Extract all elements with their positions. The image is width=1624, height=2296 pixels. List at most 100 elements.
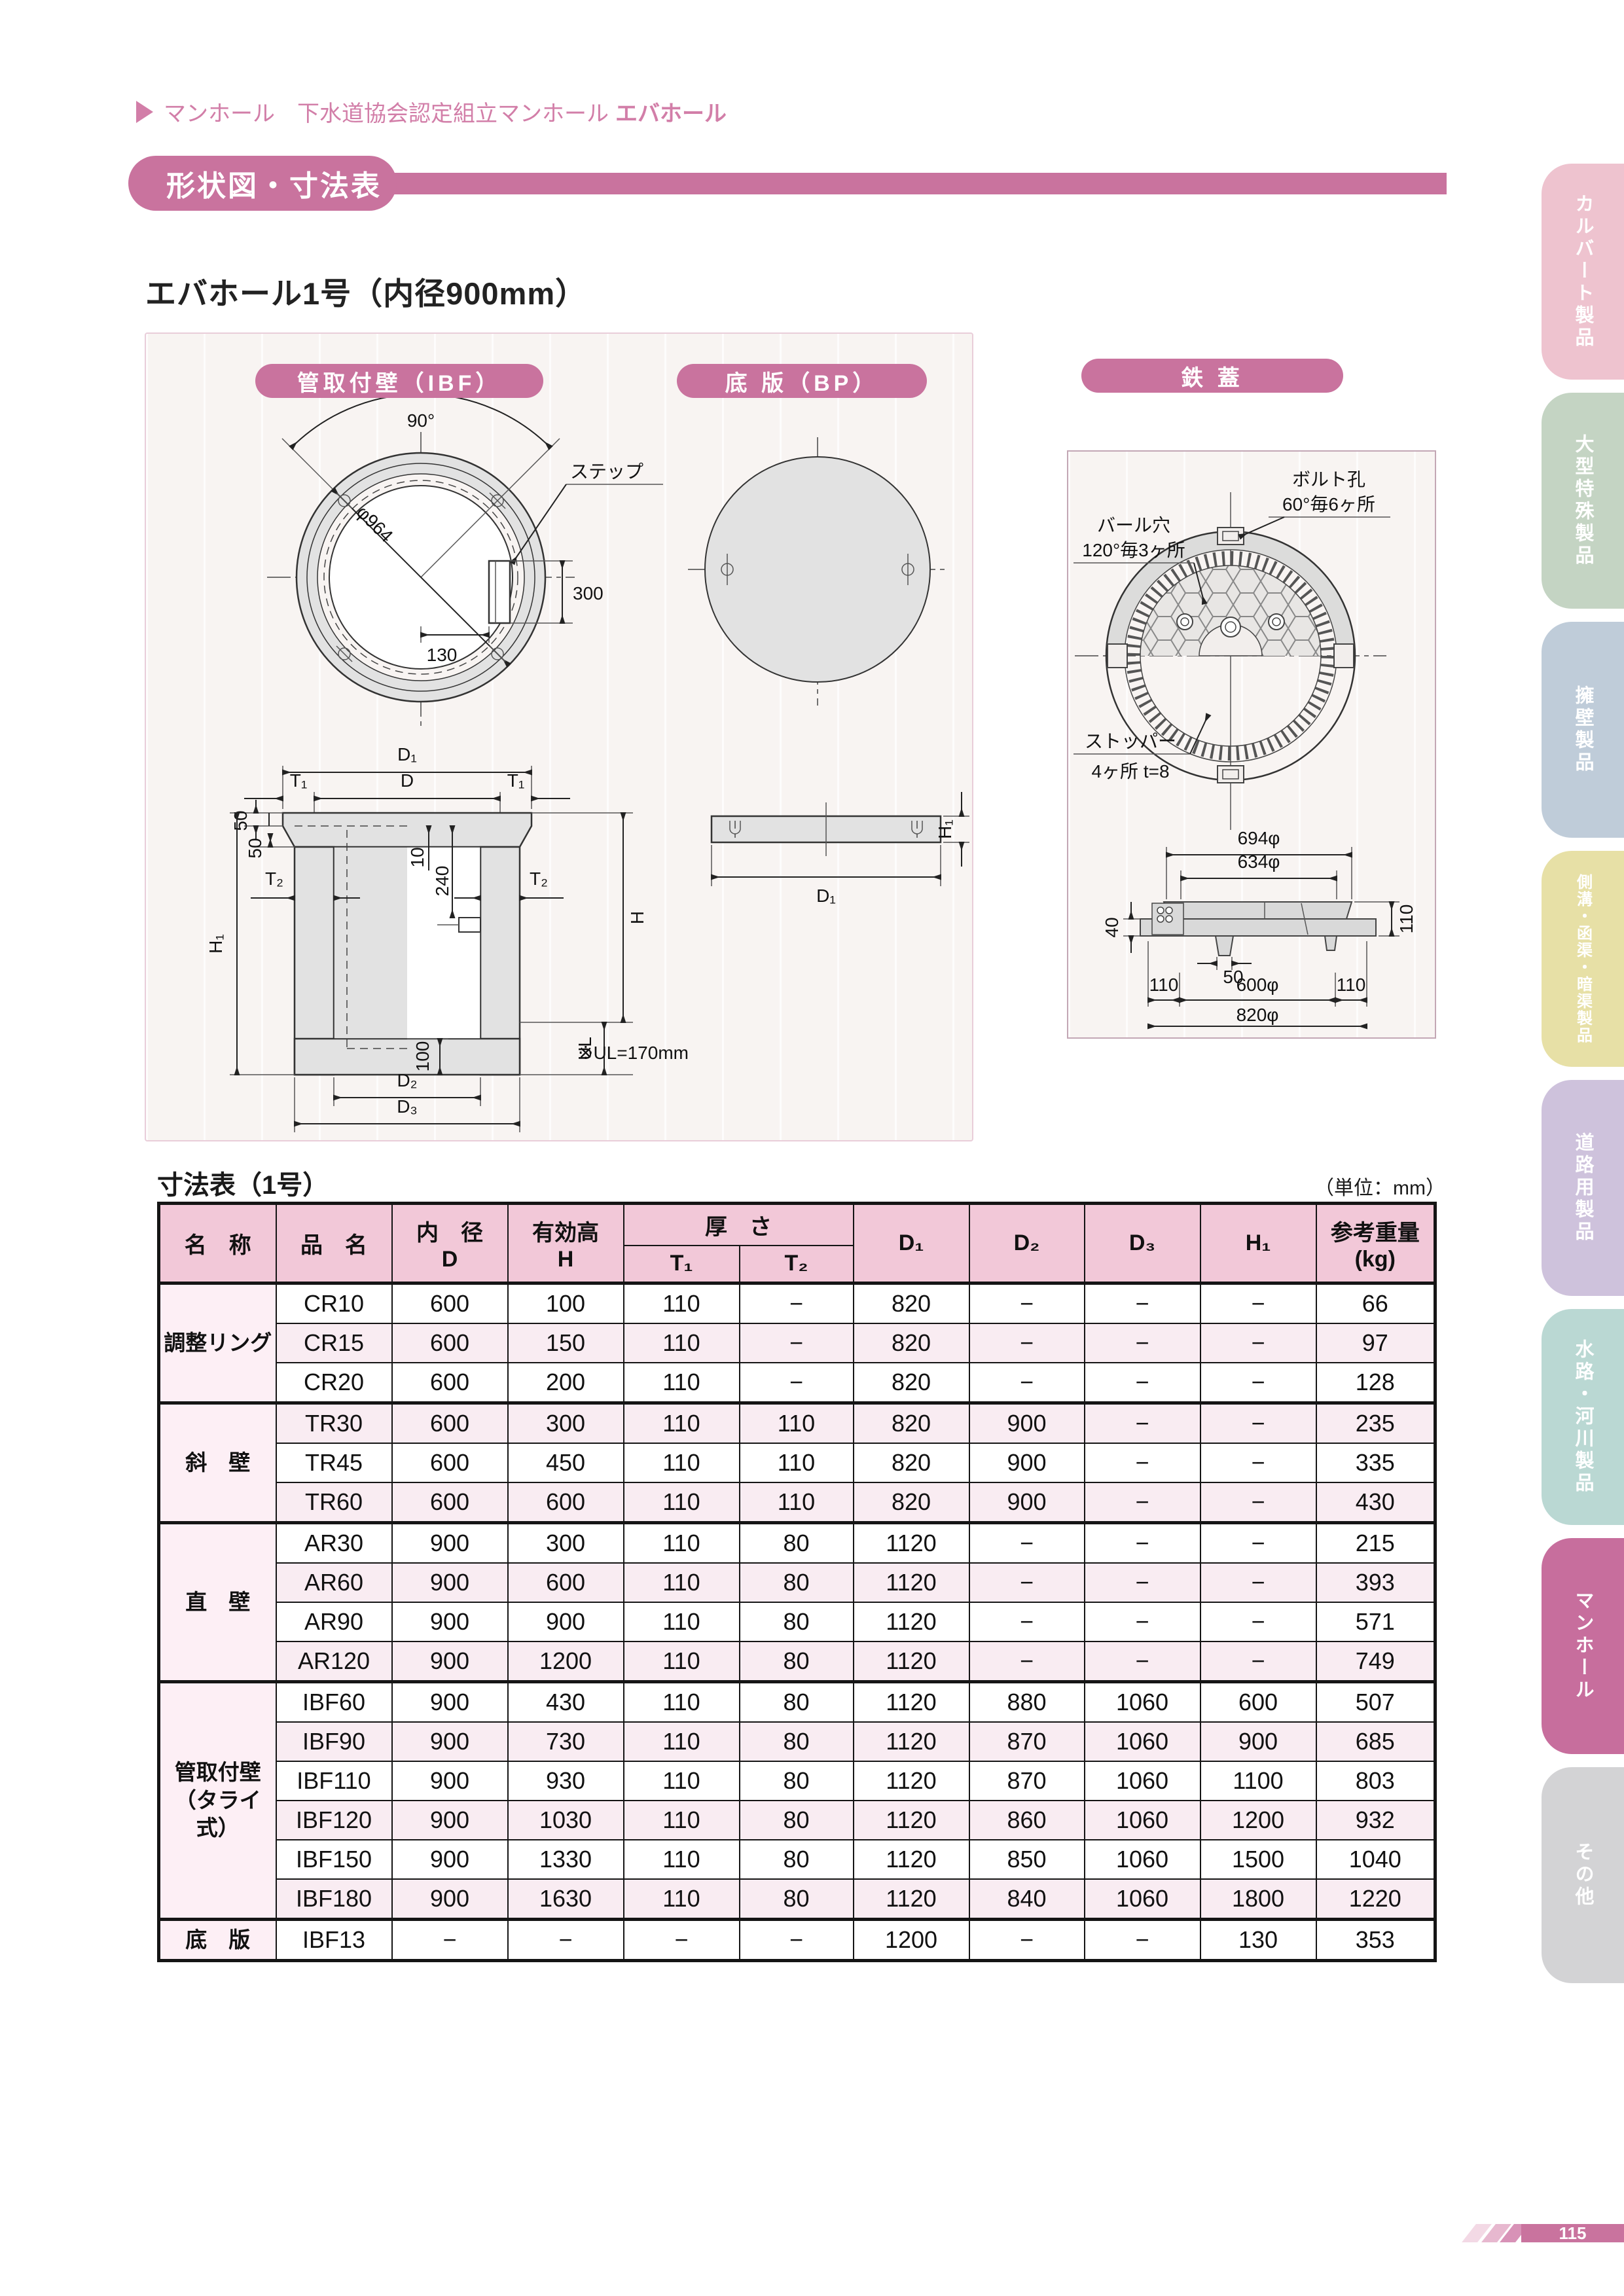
bp-plan-drawing	[688, 437, 947, 706]
value-cell: −	[1199, 1401, 1317, 1444]
value-cell: 110	[623, 1323, 740, 1363]
table-row: IBF120 900 1030 110 80 1120 860 1060 1200 932	[159, 1800, 1436, 1840]
cover-dim-110-side: 110	[1396, 905, 1416, 934]
ibf-section-drawing: D₁ D T₁ T₁	[206, 744, 689, 1132]
table-row: 斜 壁 TR30 600 300 110 110 820 900− −235	[158, 1401, 1436, 1524]
value-cell: 870	[968, 1761, 1085, 1801]
value-cell: 600	[507, 1562, 624, 1603]
value-cell: 110	[623, 1362, 740, 1404]
product-code-cell: IBF110	[275, 1761, 393, 1801]
value-cell: −	[968, 1562, 1085, 1603]
value-cell: −	[738, 1323, 854, 1363]
banner-bp: 底 版（BP）	[677, 364, 927, 398]
section-d-label: D	[401, 770, 414, 791]
value-cell: 900	[391, 1602, 509, 1642]
col-header-d2: D₂	[968, 1202, 1085, 1284]
section-h1-label: H₁	[206, 934, 226, 954]
value-cell: −	[1083, 1362, 1201, 1404]
page-number: 115	[1559, 2223, 1587, 2243]
value-cell: 300	[507, 1521, 624, 1564]
bp-side-drawing: D₁ H₁	[710, 792, 969, 906]
cover-dim-600: 600φ	[1236, 975, 1279, 995]
sidebar-tab-label: 大型特殊製品	[1572, 434, 1593, 567]
product-code-cell: TR60	[275, 1482, 393, 1524]
cover-bolt-hole-label: ボルト孔	[1292, 469, 1365, 490]
value-cell: 600	[391, 1482, 509, 1524]
sidebar-tab-1[interactable]: カルバート製品	[1542, 164, 1624, 380]
value-cell: −	[738, 1282, 854, 1324]
cover-drawing: ボルト孔 60°毎6ヶ所 バール穴 120°毎3ヶ所 ストッパー 4ヶ所 t=8	[1074, 469, 1416, 1030]
page-title: エバホール1号（内径900mm）	[145, 276, 587, 311]
value-cell: 803	[1315, 1761, 1436, 1801]
value-cell: −	[968, 1323, 1085, 1363]
sidebar-tab-label: 擁壁製品	[1572, 685, 1593, 774]
value-cell: 110	[623, 1282, 740, 1324]
cover-bar-hole-detail: 120°毎3ヶ所	[1082, 540, 1185, 560]
product-code-cell: TR45	[275, 1443, 393, 1483]
sidebar-tab-6[interactable]: 水路・河川製品	[1542, 1309, 1624, 1525]
value-cell: 80	[738, 1641, 854, 1683]
section-d3-label: D₃	[397, 1096, 418, 1117]
value-cell: 1220	[1315, 1878, 1436, 1920]
section-ul-note: ※UL=170mm	[578, 1043, 689, 1063]
sidebar-tab-label: 側溝・函渠・暗渠製品	[1574, 874, 1592, 1044]
value-cell: 80	[738, 1680, 854, 1723]
sidebar-tab-4[interactable]: 側溝・函渠・暗渠製品	[1542, 851, 1624, 1067]
value-cell: 110	[623, 1641, 740, 1683]
value-cell: 128	[1315, 1362, 1436, 1404]
product-code-cell: CR15	[275, 1323, 393, 1363]
table-row: TR60 600 600 110 110 820 900− −430	[159, 1482, 1436, 1524]
value-cell: −	[738, 1362, 854, 1404]
col-header-product: 品 名	[275, 1202, 393, 1284]
value-cell: 130	[1199, 1918, 1317, 1962]
value-cell: 880	[968, 1680, 1085, 1723]
value-cell: −	[738, 1918, 854, 1962]
value-cell: 110	[623, 1443, 740, 1483]
sidebar-tab-5[interactable]: 道路用製品	[1542, 1080, 1624, 1296]
product-code-cell: IBF13	[275, 1918, 393, 1962]
col-header-thickness: 厚 さ	[623, 1202, 854, 1246]
value-cell: 1120	[852, 1641, 970, 1683]
cover-dim-40: 40	[1102, 917, 1122, 937]
value-cell: −	[968, 1602, 1085, 1642]
col-header-d3: D₃	[1083, 1202, 1201, 1284]
section-t2-right: T₂	[530, 869, 548, 889]
sidebar-tab-7[interactable]: マンホール	[1542, 1538, 1624, 1754]
banner-ibf: 管取付壁（IBF）	[255, 364, 543, 398]
value-cell: 1060	[1083, 1839, 1201, 1880]
value-cell: 1200	[507, 1641, 624, 1683]
bp-h1-label: H₁	[935, 819, 955, 839]
cover-drawing-panel: ボルト孔 60°毎6ヶ所 バール穴 120°毎3ヶ所 ストッパー 4ヶ所 t=8	[1067, 450, 1436, 1039]
value-cell: 870	[968, 1721, 1085, 1762]
value-cell: 335	[1315, 1443, 1436, 1483]
table-row: CR15 600 150 110−820− − −97	[159, 1323, 1436, 1363]
value-cell: 66	[1315, 1282, 1436, 1324]
ibf-step-opening	[488, 560, 511, 624]
value-cell: 900	[391, 1839, 509, 1880]
value-cell: 1100	[1199, 1761, 1317, 1801]
value-cell: 1800	[1199, 1878, 1317, 1920]
sidebar-tab-3[interactable]: 擁壁製品	[1542, 622, 1624, 838]
value-cell: −	[507, 1918, 624, 1962]
sidebar-tab-8[interactable]: その他	[1542, 1767, 1624, 1983]
value-cell: 110	[623, 1680, 740, 1723]
value-cell: 730	[507, 1721, 624, 1762]
value-cell: 820	[852, 1362, 970, 1404]
value-cell: −	[1199, 1641, 1317, 1683]
value-cell: −	[1199, 1323, 1317, 1363]
ibf-angle-label: 90°	[407, 410, 435, 431]
product-code-cell: AR60	[275, 1562, 393, 1603]
value-cell: −	[1083, 1401, 1201, 1444]
value-cell: −	[968, 1521, 1085, 1564]
table-row: IBF90 900 730 110 80 1120 870 1060 900 685	[159, 1721, 1436, 1762]
value-cell: 507	[1315, 1680, 1436, 1723]
value-cell: 110	[623, 1878, 740, 1920]
section-dim10: 10	[407, 847, 427, 867]
value-cell: −	[1199, 1562, 1317, 1603]
sidebar-tab-2[interactable]: 大型特殊製品	[1542, 393, 1624, 609]
value-cell: 1120	[852, 1761, 970, 1801]
value-cell: 80	[738, 1521, 854, 1564]
value-cell: 393	[1315, 1562, 1436, 1603]
value-cell: −	[1083, 1918, 1201, 1962]
